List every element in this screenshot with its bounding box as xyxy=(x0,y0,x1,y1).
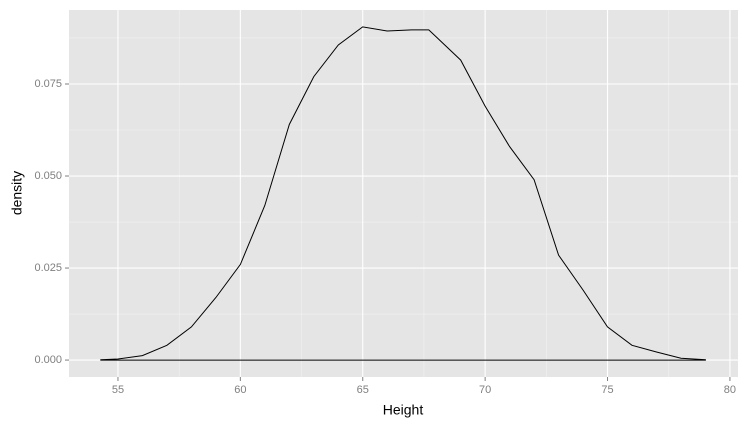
y-tick-label: 0.075 xyxy=(34,78,62,90)
density-curve xyxy=(100,26,706,361)
x-tick-label: 55 xyxy=(112,384,124,396)
x-tick-label: 65 xyxy=(357,384,369,396)
x-axis-title: Height xyxy=(383,402,424,418)
x-tick-label: 80 xyxy=(724,384,736,396)
plot-panel xyxy=(69,10,738,377)
y-tick-label: 0.000 xyxy=(34,354,62,366)
y-tick-label: 0.050 xyxy=(34,170,62,182)
x-tick-label: 70 xyxy=(479,384,491,396)
x-tick-label: 60 xyxy=(234,384,246,396)
x-tick-label: 75 xyxy=(601,384,613,396)
y-axis-title: density xyxy=(9,171,25,215)
y-tick-label: 0.025 xyxy=(34,262,62,274)
